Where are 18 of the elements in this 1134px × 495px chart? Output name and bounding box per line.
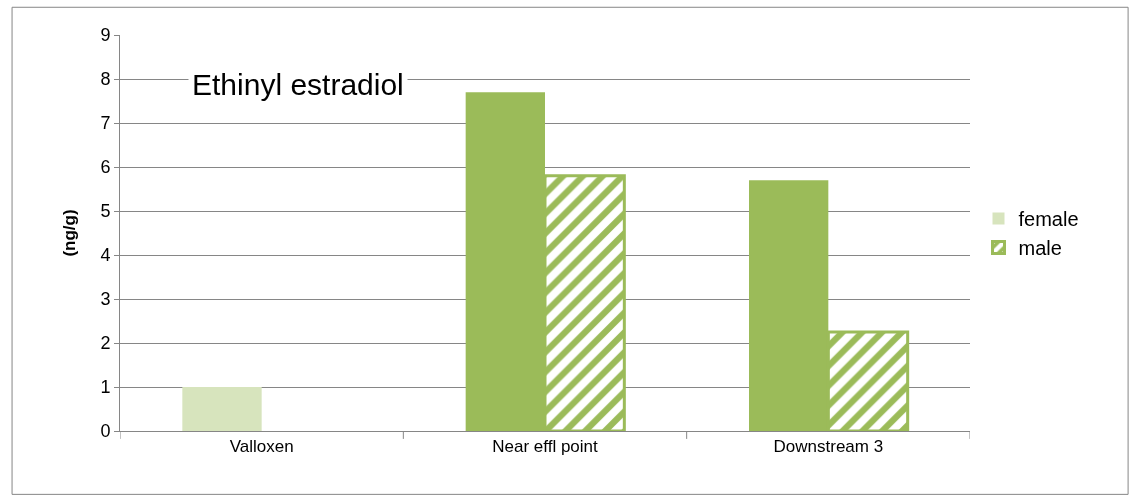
bar	[182, 387, 262, 431]
legend-label: female	[1018, 208, 1079, 231]
y-axis-title: (ng/g)	[59, 209, 79, 257]
y-tick-label: 7	[100, 113, 111, 134]
x-tick-label: Valloxen	[229, 437, 294, 457]
text: male	[1018, 237, 1062, 260]
y-tick-label: 2	[100, 333, 111, 354]
x-tick-label: Near effl point	[492, 437, 599, 457]
y-tick-label: 8	[100, 69, 111, 90]
y-tick-label: 1	[100, 377, 111, 398]
y-tick-label: 5	[100, 201, 111, 222]
y-tick-label: 3	[100, 289, 111, 310]
y-tick-label: 0	[100, 421, 111, 442]
y-tick-label: 4	[100, 245, 111, 266]
text: Ethinyl estradiol	[192, 68, 404, 101]
y-tick-label: 9	[100, 25, 111, 46]
x-tick-label: Downstream 3	[773, 437, 884, 457]
y-tick-label: 6	[100, 157, 111, 178]
